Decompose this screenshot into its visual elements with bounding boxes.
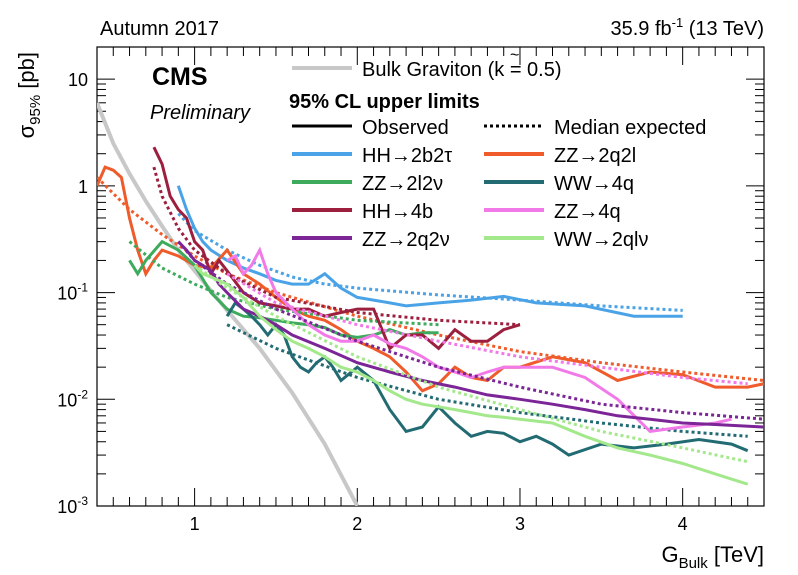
observed-line-WW2qlnu: [193, 264, 749, 486]
legend-label-ZZ2l2nu: ZZ→2l2ν: [362, 173, 443, 195]
observed-line-ZZ2q2nu: [177, 240, 764, 429]
legend: Bulk Graviton (k = 0.5) ~ 95% CL upper l…: [289, 47, 706, 251]
header-period: Autumn 2017: [100, 18, 219, 40]
legend-entries: HH→2b2τ ZZ→2q2l ZZ→2l2ν WW→4q HH→4b ZZ→4q ZZ→2…: [292, 145, 648, 251]
legend-label-WW2qlnu: WW→2qlν: [554, 229, 648, 251]
expected-line-HH2b2tau: [177, 212, 683, 312]
x-tick-label: 2: [352, 514, 362, 534]
x-axis-title: GBulk [TeV]: [661, 542, 764, 572]
cms-label: CMS: [152, 63, 208, 91]
preliminary-label: Preliminary: [150, 102, 251, 124]
x-tick-label: 3: [515, 514, 525, 534]
y-tick-labels: 10-3 10-2 10-1 1 10: [57, 70, 88, 517]
legend-title: 95% CL upper limits: [289, 91, 480, 113]
observed-line-ZZ4q: [226, 246, 732, 433]
observed-line-HH2b2tau: [176, 185, 683, 318]
y-axis-title: σ95% [pb]: [14, 52, 44, 138]
legend-label-ZZ4q: ZZ→4q: [554, 201, 621, 223]
x-tick-label: 4: [678, 514, 688, 534]
legend-label-WW4q: WW→4q: [554, 173, 634, 195]
header-luminosity: 35.9 fb-1 (13 TeV): [610, 15, 764, 40]
observed-line-HH4b: [152, 146, 521, 351]
expected-line-ZZ4q: [226, 272, 748, 386]
observed-line-ZZ2q2l: [97, 165, 764, 393]
legend-label-HH2b2tau: HH→2b2τ: [362, 145, 452, 167]
legend-tilde: ~: [510, 47, 519, 64]
y-tick-label: 10-3: [57, 494, 88, 517]
legend-graviton-label: Bulk Graviton (k = 0.5): [362, 59, 562, 81]
x-tick-labels: 1 2 3 4: [190, 514, 688, 534]
expected-line-ZZ2q2l: [97, 176, 764, 382]
y-tick-label: 10-2: [57, 387, 88, 410]
legend-label-ZZ2q2nu: ZZ→2q2ν: [362, 229, 450, 251]
chart-curves: [97, 102, 764, 506]
x-tick-label: 1: [190, 514, 200, 534]
legend-label-ZZ2q2l: ZZ→2q2l: [554, 145, 636, 167]
legend-label-HH4b: HH→4b: [362, 201, 433, 223]
y-tick-label: 10: [68, 70, 88, 90]
legend-observed-label: Observed: [362, 117, 449, 139]
y-tick-label: 1: [78, 177, 88, 197]
plot-frame: [96, 46, 765, 507]
y-tick-label: 10-1: [57, 281, 88, 304]
legend-expected-label: Median expected: [554, 117, 706, 139]
